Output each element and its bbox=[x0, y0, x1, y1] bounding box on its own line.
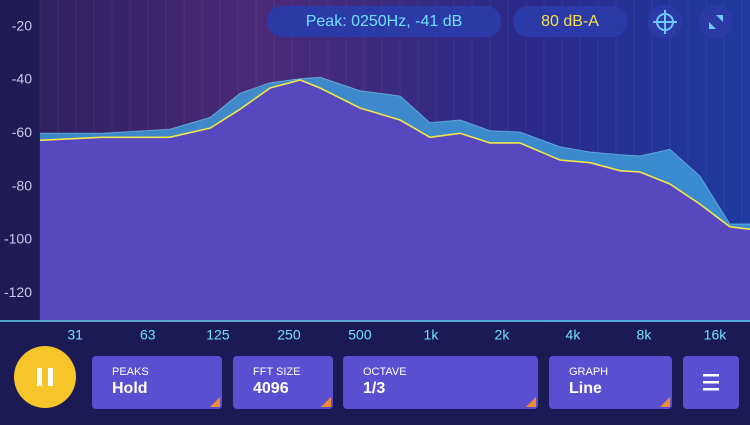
peak-readout: Peak: 0250Hz, -41 dB bbox=[306, 13, 463, 30]
control-value: Hold bbox=[112, 380, 148, 397]
corner-mark bbox=[210, 397, 220, 407]
x-tick-label: 2k bbox=[495, 327, 511, 343]
button-background bbox=[92, 356, 222, 409]
series-line bbox=[40, 76, 750, 225]
x-tick-label: 1k bbox=[424, 327, 440, 343]
y-tick-label: -20 bbox=[12, 17, 32, 33]
y-tick-label: -60 bbox=[12, 124, 32, 140]
peak-pill bbox=[267, 6, 501, 37]
control-button[interactable]: PEAKS Hold bbox=[92, 356, 222, 409]
y-tick-label: -40 bbox=[12, 71, 32, 87]
y-axis-band bbox=[0, 0, 40, 322]
x-tick-label: 63 bbox=[140, 327, 156, 343]
x-tick-label: 31 bbox=[67, 327, 83, 343]
y-tick-label: -80 bbox=[12, 177, 32, 193]
x-tick-label: 250 bbox=[277, 327, 301, 343]
series-area bbox=[40, 80, 750, 320]
target-button[interactable] bbox=[648, 5, 682, 39]
button-background bbox=[233, 356, 333, 409]
control-value: 1/3 bbox=[363, 380, 385, 397]
corner-mark bbox=[526, 397, 536, 407]
control-button[interactable]: GRAPH Line bbox=[549, 356, 672, 409]
x-tick-label: 500 bbox=[348, 327, 372, 343]
control-label: FFT SIZE bbox=[253, 366, 300, 378]
x-tick-label: 4k bbox=[566, 327, 582, 343]
series-line bbox=[39, 79, 750, 231]
pause-button[interactable] bbox=[14, 346, 76, 408]
corner-mark bbox=[660, 397, 670, 407]
x-tick-label: 125 bbox=[206, 327, 230, 343]
control-button[interactable]: OCTAVE 1/3 bbox=[343, 356, 538, 409]
control-label: PEAKS bbox=[112, 366, 149, 378]
menu-button[interactable] bbox=[683, 356, 739, 409]
button-background bbox=[343, 356, 538, 409]
control-label: GRAPH bbox=[569, 366, 608, 378]
level-readout: 80 dB-A bbox=[541, 13, 599, 30]
y-tick-label: -100 bbox=[4, 231, 32, 247]
control-label: OCTAVE bbox=[363, 366, 407, 378]
control-value: Line bbox=[569, 380, 602, 397]
corner-mark bbox=[321, 397, 331, 407]
control-button[interactable]: FFT SIZE 4096 bbox=[233, 356, 333, 409]
button-background bbox=[549, 356, 672, 409]
y-tick-label: -120 bbox=[4, 284, 32, 300]
x-tick-label: 8k bbox=[637, 327, 653, 343]
level-pill bbox=[513, 6, 627, 37]
fullscreen-button[interactable] bbox=[699, 5, 733, 39]
control-value: 4096 bbox=[253, 380, 289, 397]
x-tick-label: 16k bbox=[704, 327, 728, 343]
